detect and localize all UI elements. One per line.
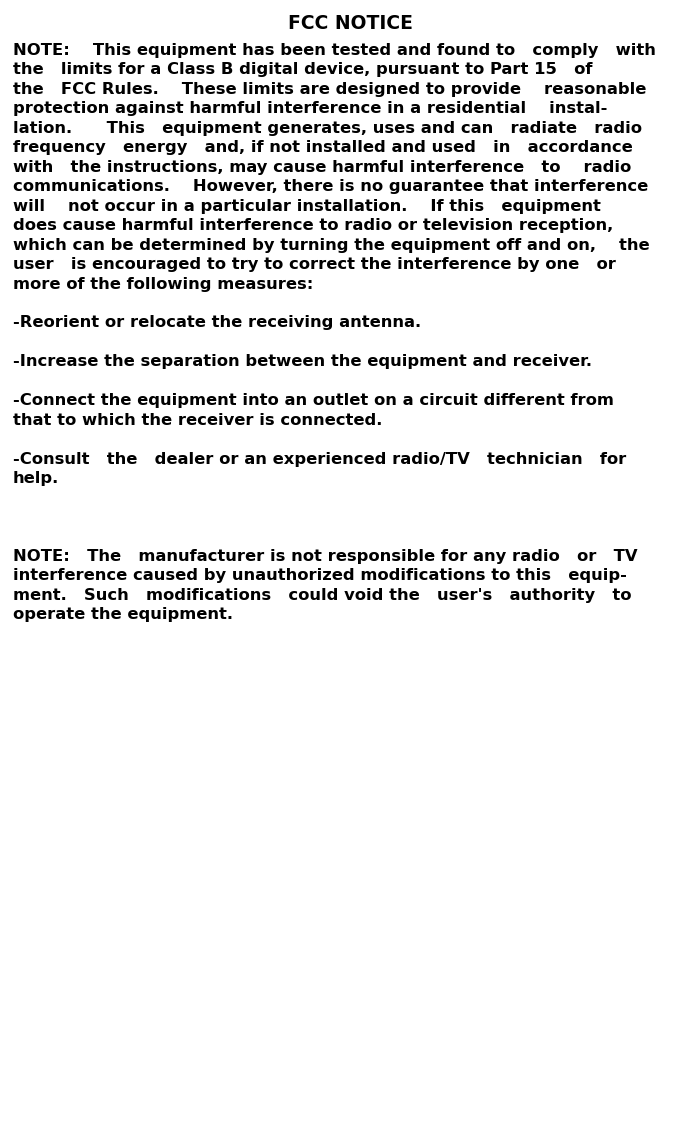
Text: protection against harmful interference in a residential    instal-: protection against harmful interference …	[13, 101, 607, 117]
Text: -Consult   the   dealer or an experienced radio/TV   technician   for: -Consult the dealer or an experienced ra…	[13, 451, 626, 467]
Text: ment.   Such   modifications   could void the   user's   authority   to: ment. Such modifications could void the …	[13, 589, 631, 603]
Text: FCC NOTICE: FCC NOTICE	[288, 14, 412, 33]
Text: communications.    However, there is no guarantee that interference: communications. However, there is no gua…	[13, 179, 648, 195]
Text: does cause harmful interference to radio or television reception,: does cause harmful interference to radio…	[13, 218, 613, 234]
Text: which can be determined by turning the equipment off and on,    the: which can be determined by turning the e…	[13, 238, 649, 253]
Text: -Reorient or relocate the receiving antenna.: -Reorient or relocate the receiving ante…	[13, 315, 421, 331]
Text: more of the following measures:: more of the following measures:	[13, 277, 313, 292]
Text: NOTE:   The   manufacturer is not responsible for any radio   or   TV: NOTE: The manufacturer is not responsibl…	[13, 550, 637, 564]
Text: frequency   energy   and, if not installed and used   in   accordance: frequency energy and, if not installed a…	[13, 141, 632, 156]
Text: -Increase the separation between the equipment and receiver.: -Increase the separation between the equ…	[13, 354, 592, 370]
Text: user   is encouraged to try to correct the interference by one   or: user is encouraged to try to correct the…	[13, 258, 615, 273]
Text: lation.      This   equipment generates, uses and can   radiate   radio: lation. This equipment generates, uses a…	[13, 121, 642, 136]
Text: help.: help.	[13, 472, 59, 487]
Text: that to which the receiver is connected.: that to which the receiver is connected.	[13, 413, 382, 428]
Text: the   limits for a Class B digital device, pursuant to Part 15   of: the limits for a Class B digital device,…	[13, 62, 592, 78]
Text: the   FCC Rules.    These limits are designed to provide    reasonable: the FCC Rules. These limits are designed…	[13, 82, 646, 97]
Text: interference caused by unauthorized modifications to this   equip-: interference caused by unauthorized modi…	[13, 569, 626, 584]
Text: -Connect the equipment into an outlet on a circuit different from: -Connect the equipment into an outlet on…	[13, 394, 613, 409]
Text: NOTE:    This equipment has been tested and found to   comply   with: NOTE: This equipment has been tested and…	[13, 42, 655, 58]
Text: with   the instructions, may cause harmful interference   to    radio: with the instructions, may cause harmful…	[13, 159, 631, 175]
Text: will    not occur in a particular installation.    If this   equipment: will not occur in a particular installat…	[13, 199, 601, 214]
Text: operate the equipment.: operate the equipment.	[13, 607, 232, 623]
